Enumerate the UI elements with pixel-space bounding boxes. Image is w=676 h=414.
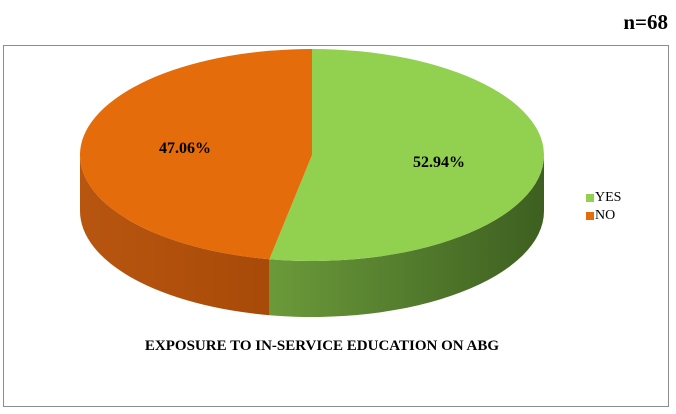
legend-swatch-yes: [586, 194, 594, 202]
pie-3d-sides: [80, 155, 544, 318]
legend-swatch-no: [586, 212, 594, 220]
chart-legend: YES NO: [586, 189, 621, 225]
sample-size-label: n=68: [623, 10, 668, 34]
pie-side-no: [80, 155, 270, 316]
legend-item-no: NO: [586, 207, 621, 225]
pie-slice-yes: [269, 49, 544, 261]
pie-chart: 52.94% 47.06%: [79, 49, 544, 318]
legend-label-no: NO: [595, 208, 616, 223]
pie-data-labels: 52.94% 47.06%: [159, 140, 465, 171]
pie-slices: [79, 49, 544, 261]
pie-label-yes: 52.94%: [413, 154, 465, 171]
legend-label-yes: YES: [595, 190, 622, 205]
legend-item-yes: YES: [586, 189, 621, 207]
pie-side-yes: [269, 155, 544, 318]
pie-slice-no: [79, 49, 312, 260]
chart-title: EXPOSURE TO IN-SERVICE EDUCATION ON ABG: [144, 338, 500, 354]
pie-label-no: 47.06%: [159, 140, 211, 157]
chart-area: 52.94% 47.06% YES NO EXPOSURE TO IN-SERVI…: [3, 45, 669, 407]
